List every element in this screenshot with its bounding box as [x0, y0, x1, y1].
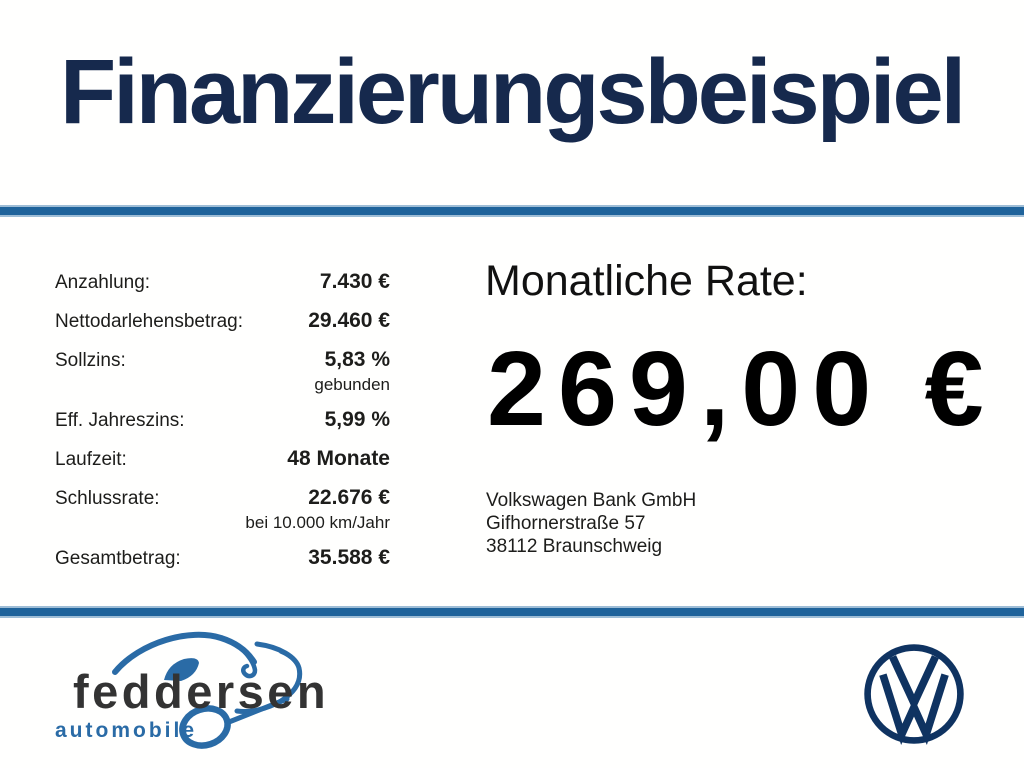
bank-address: Volkswagen Bank GmbH Gifhornerstraße 57 … — [486, 489, 696, 558]
bank-name: Volkswagen Bank GmbH — [486, 490, 697, 511]
divider-top — [0, 205, 1024, 217]
finance-table: Anzahlung: 7.430 € Nettodarlehensbetrag:… — [55, 270, 390, 585]
finance-label: Nettodarlehensbetrag: — [55, 311, 244, 332]
dealer-subtitle: automobile — [55, 719, 197, 742]
finance-note: bei 10.000 km/Jahr — [245, 513, 390, 532]
dealer-name: feddersen — [73, 665, 329, 718]
finance-note: gebunden — [314, 375, 390, 394]
monthly-rate-amount: 269,00 € — [487, 330, 996, 448]
finance-row-sollzins: Sollzins: 5,83 % — [55, 348, 390, 373]
finance-row-anzahlung: Anzahlung: 7.430 € — [55, 270, 390, 295]
finance-value: 29.460 € — [308, 309, 390, 332]
finance-label: Gesamtbetrag: — [55, 548, 181, 569]
finance-label: Sollzins: — [55, 350, 126, 371]
dealer-car-icon: feddersen automobile — [55, 631, 329, 749]
divider-bottom — [0, 606, 1024, 618]
finance-value: 22.676 € — [308, 486, 390, 509]
finance-row-jahreszins: Eff. Jahreszins: 5,99 % — [55, 408, 390, 433]
finance-label: Anzahlung: — [55, 272, 151, 293]
finance-row-gesamtbetrag: Gesamtbetrag: 35.588 € — [55, 546, 390, 571]
finance-row-nettodarlehensbetrag: Nettodarlehensbetrag: 29.460 € — [55, 309, 390, 334]
finance-value: 5,99 % — [324, 408, 390, 431]
finance-value: 35.588 € — [308, 546, 390, 569]
bank-city: 38112 Braunschweig — [486, 536, 663, 557]
finance-label: Eff. Jahreszins: — [55, 410, 185, 431]
finance-value: 5,83 % — [324, 348, 390, 371]
finance-value: 48 Monate — [287, 447, 390, 470]
page-title: Finanzierungsbeispiel — [60, 41, 966, 143]
dealer-logo: feddersen automobile — [45, 618, 360, 768]
finance-row-laufzeit: Laufzeit: 48 Monate — [55, 447, 390, 472]
finance-label: Schlussrate: — [55, 488, 160, 509]
vw-logo-icon — [863, 643, 965, 750]
monthly-rate-heading: Monatliche Rate: — [485, 257, 808, 305]
finance-value: 7.430 € — [319, 270, 390, 293]
finance-row-schlussrate: Schlussrate: 22.676 € — [55, 486, 390, 511]
bank-street: Gifhornerstraße 57 — [486, 513, 646, 534]
finance-label: Laufzeit: — [55, 449, 127, 470]
